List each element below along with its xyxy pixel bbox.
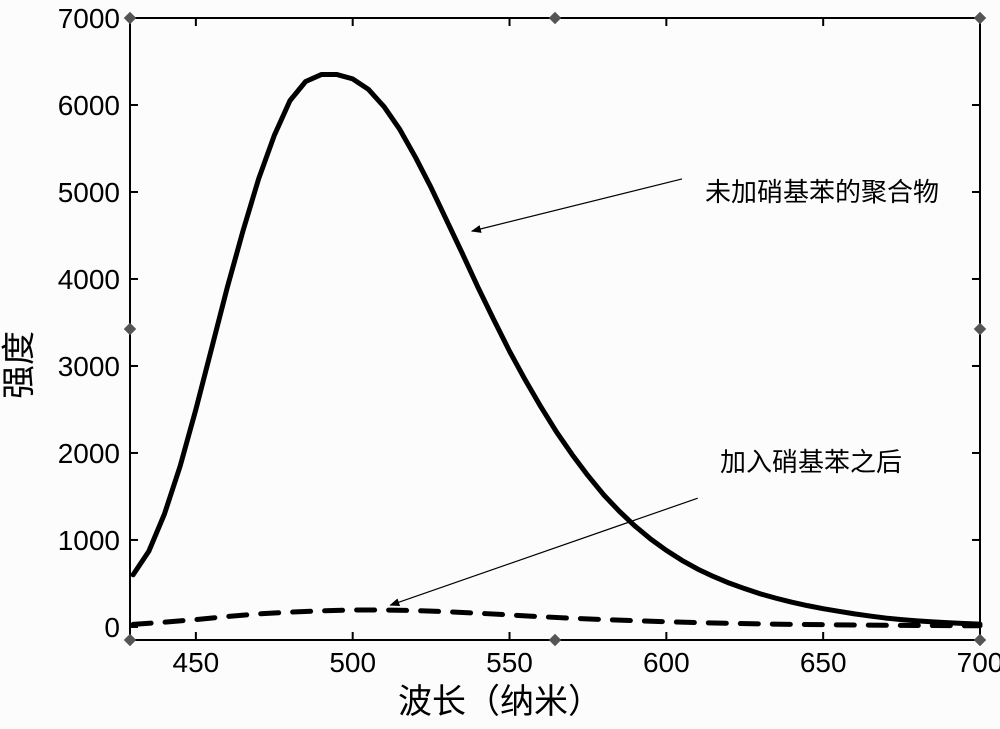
annotation-arrow — [472, 179, 682, 231]
x-axis-label: 波长（纳米） — [398, 674, 602, 723]
y-tick-label: 0 — [104, 612, 120, 643]
x-tick-label: 700 — [957, 647, 1000, 678]
y-tick-label: 6000 — [58, 90, 120, 121]
y-tick-label: 7000 — [58, 3, 120, 34]
frame-diamond-icon — [125, 13, 136, 24]
annotation-after-nitrobenzene: 加入硝基苯之后 — [720, 442, 902, 479]
frame-diamond-icon — [550, 635, 561, 646]
series-solid — [133, 75, 980, 625]
y-tick-label: 2000 — [58, 438, 120, 469]
frame-diamond-icon — [975, 635, 986, 646]
x-tick-label: 650 — [800, 647, 847, 678]
x-tick-label: 450 — [173, 647, 220, 678]
y-tick-label: 5000 — [58, 177, 120, 208]
plot-frame — [130, 18, 980, 640]
frame-diamond-icon — [975, 13, 986, 24]
frame-diamond-icon — [125, 324, 136, 335]
annotation-arrow — [390, 498, 697, 605]
y-tick-label: 3000 — [58, 351, 120, 382]
chart-svg: 4505005506006507000100020003000400050006… — [0, 0, 1000, 729]
frame-diamond-icon — [550, 13, 561, 24]
y-tick-label: 4000 — [58, 264, 120, 295]
frame-diamond-icon — [975, 324, 986, 335]
chart-container: 4505005506006507000100020003000400050006… — [0, 0, 1000, 729]
y-tick-label: 1000 — [58, 525, 120, 556]
x-tick-label: 600 — [643, 647, 690, 678]
annotation-before-nitrobenzene: 未加硝基苯的聚合物 — [705, 172, 939, 209]
y-axis-label: 强度 — [0, 331, 41, 399]
frame-diamond-icon — [125, 635, 136, 646]
x-tick-label: 500 — [329, 647, 376, 678]
